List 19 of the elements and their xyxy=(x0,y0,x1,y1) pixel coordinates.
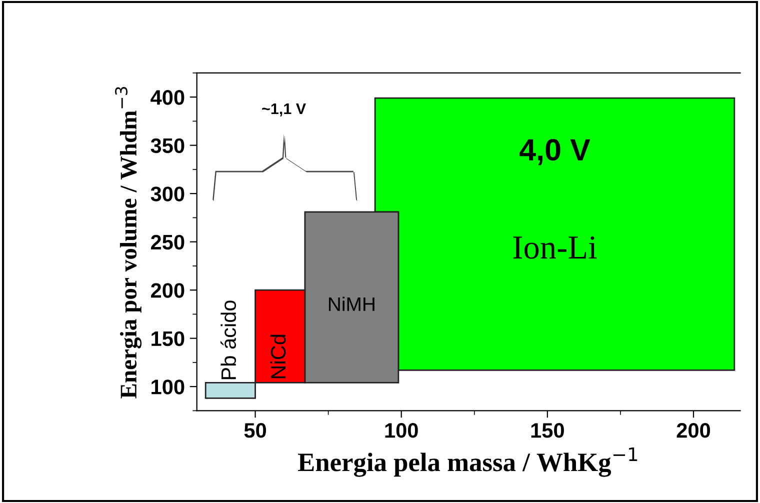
y-tick-label: 200 xyxy=(151,283,184,298)
series-label: NiCd xyxy=(270,334,286,378)
y-tick-label: 100 xyxy=(152,380,184,394)
x-tick-label: 150 xyxy=(531,423,564,438)
series-label: NiMH xyxy=(328,296,374,311)
y-tick-label: 400 xyxy=(150,90,184,105)
annotation: ~1,1 V xyxy=(262,104,306,116)
y-axis-title: Energia por volume / Whdm$^{−3}$ xyxy=(115,86,142,398)
y-tick-label: 250 xyxy=(151,234,184,250)
y-tick-label: 350 xyxy=(150,138,184,154)
y-tick-label: 300 xyxy=(150,186,184,202)
x-tick-label: 200 xyxy=(676,423,710,438)
x-axis-title: Energia pela massa / WhKg$^{−1}$ xyxy=(298,447,638,477)
y-tick-label: 150 xyxy=(152,331,184,346)
annotation: 4,0 V xyxy=(520,139,590,166)
x-tick-label: 100 xyxy=(385,423,418,438)
text: Pb ácido xyxy=(220,300,236,380)
x-tick-label: 50 xyxy=(244,423,266,438)
series-label: Ion-Li xyxy=(513,236,597,259)
